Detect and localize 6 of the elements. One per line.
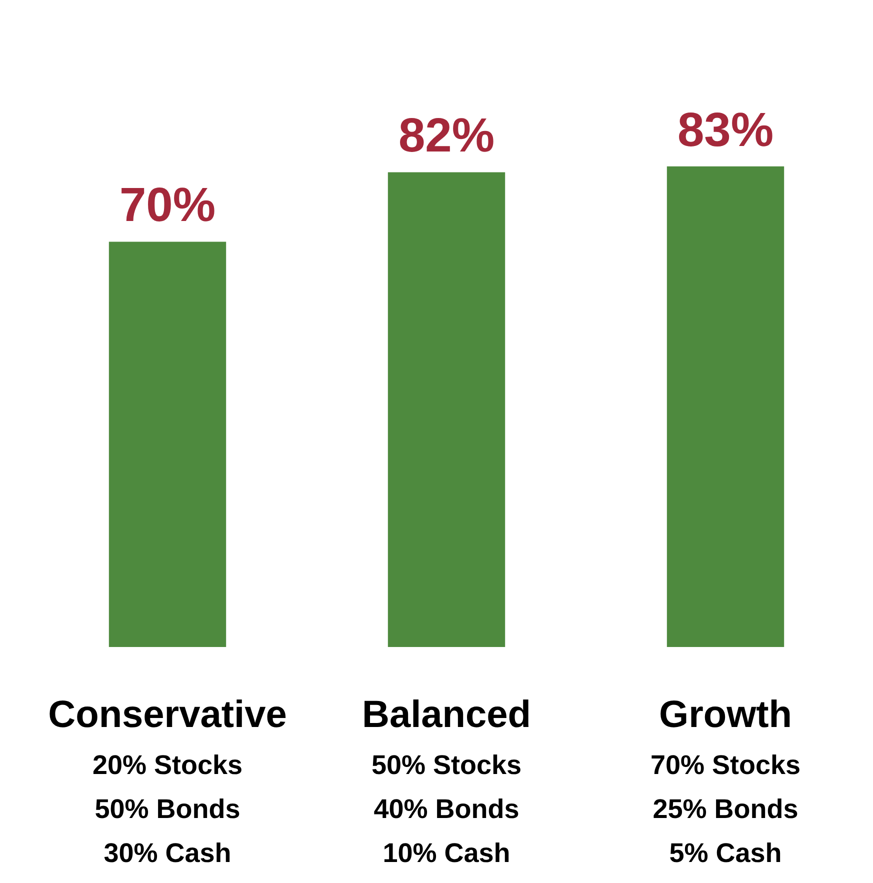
x-tick-label: Balanced 50% Stocks 40% Bonds 10% Cash (362, 694, 531, 868)
data-label: 82% (398, 110, 495, 163)
x-tick-label: Growth 70% Stocks 25% Bonds 5% Cash (650, 694, 801, 868)
data-label: 83% (677, 104, 774, 157)
x-tick-label: Conservative 20% Stocks 50% Bonds 30% Cash (48, 694, 287, 868)
data-label: 70% (119, 179, 216, 232)
